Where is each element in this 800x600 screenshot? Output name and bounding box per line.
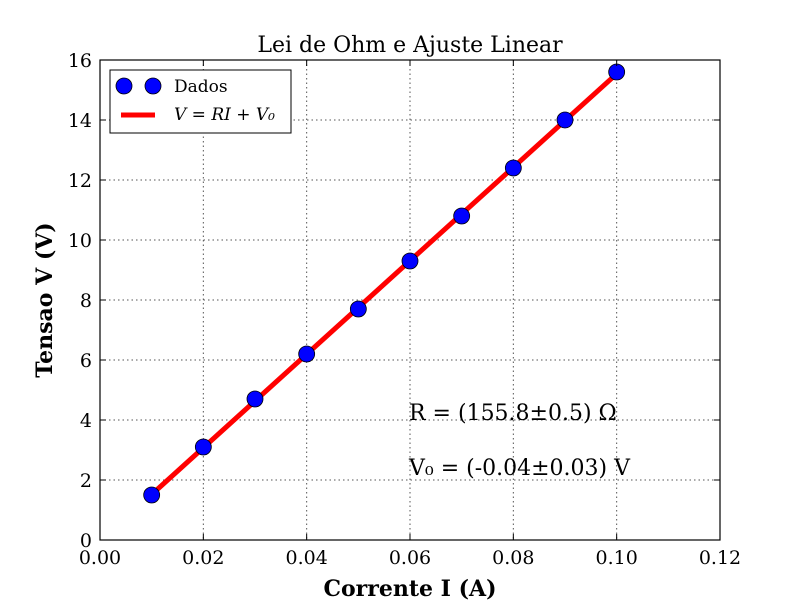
y-axis-title: Tensao V (V) <box>32 222 58 377</box>
y-tick-label: 12 <box>68 170 92 192</box>
x-tick-label: 0.08 <box>492 547 534 569</box>
y-tick-label: 10 <box>68 230 92 252</box>
data-point <box>401 252 419 270</box>
legend-label-fit: V = RI + V₀ <box>174 105 275 125</box>
data-point <box>556 111 574 129</box>
legend-box <box>109 69 292 134</box>
legend-marker-dados-2 <box>144 77 162 95</box>
data-point <box>504 159 522 177</box>
fit-line-layer <box>149 71 619 497</box>
offset-annotation: V₀ = (-0.04±0.03) V <box>408 456 631 481</box>
legend-marker-dados-1 <box>115 77 133 95</box>
data-point <box>143 486 161 504</box>
chart-title: Lei de Ohm e Ajuste Linear <box>257 33 563 58</box>
data-point <box>453 207 471 225</box>
legend-label-dados: Dados <box>174 77 228 97</box>
data-point <box>194 438 212 456</box>
x-tick-label: 0.06 <box>389 547 431 569</box>
x-tick-label: 0.00 <box>79 547 121 569</box>
x-axis-ticks: 0.00 0.02 0.04 0.06 0.08 0.10 0.12 <box>79 60 741 569</box>
y-tick-label: 14 <box>68 110 92 132</box>
y-axis-ticks: 0 2 4 6 8 10 12 14 16 <box>68 50 720 552</box>
data-point <box>298 345 316 363</box>
x-tick-label: 0.02 <box>182 547 224 569</box>
y-tick-label: 2 <box>80 470 92 492</box>
x-tick-label: 0.12 <box>699 547 741 569</box>
y-tick-label: 0 <box>80 530 92 552</box>
legend: Dados V = RI + V₀ <box>109 69 292 134</box>
y-tick-label: 4 <box>80 410 92 432</box>
x-tick-label: 0.04 <box>286 547 328 569</box>
resistance-annotation: R = (155.8±0.5) Ω <box>409 401 617 426</box>
y-tick-label: 6 <box>80 350 92 372</box>
data-points-layer <box>143 63 626 504</box>
grid <box>100 60 720 540</box>
data-point <box>349 300 367 318</box>
y-tick-label: 16 <box>68 50 92 72</box>
y-tick-label: 8 <box>80 290 92 312</box>
data-point <box>246 390 264 408</box>
x-tick-label: 0.10 <box>596 547 638 569</box>
fit-line <box>149 71 619 497</box>
x-axis-title: Corrente I (A) <box>323 576 496 600</box>
data-point <box>608 63 626 81</box>
